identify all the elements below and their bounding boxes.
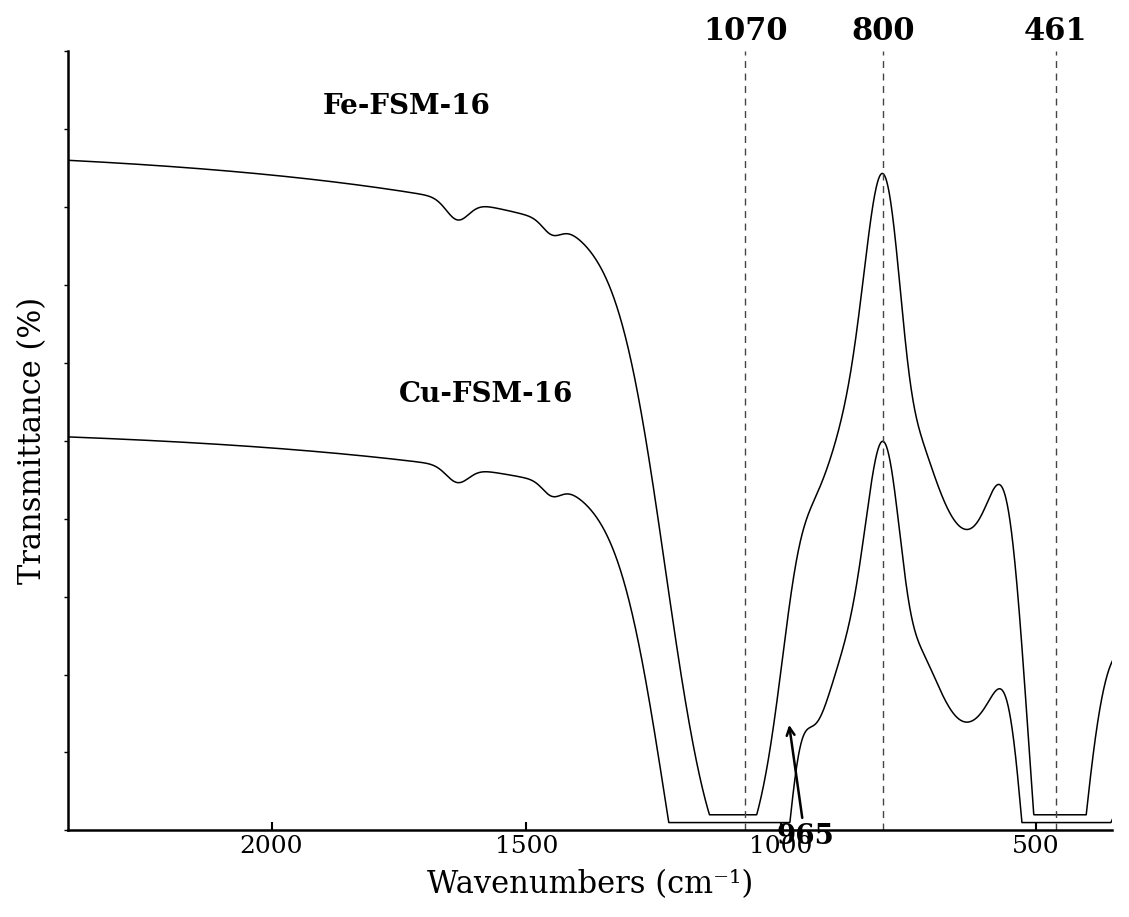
Text: 1070: 1070 [703, 17, 788, 48]
Y-axis label: Transmittance (%): Transmittance (%) [17, 297, 47, 584]
Text: Cu-FSM-16: Cu-FSM-16 [399, 381, 574, 408]
X-axis label: Wavenumbers (cm⁻¹): Wavenumbers (cm⁻¹) [427, 869, 753, 900]
Text: 800: 800 [851, 17, 914, 48]
Text: 965: 965 [776, 727, 834, 850]
Text: Fe-FSM-16: Fe-FSM-16 [323, 93, 490, 119]
Text: 461: 461 [1024, 17, 1087, 48]
